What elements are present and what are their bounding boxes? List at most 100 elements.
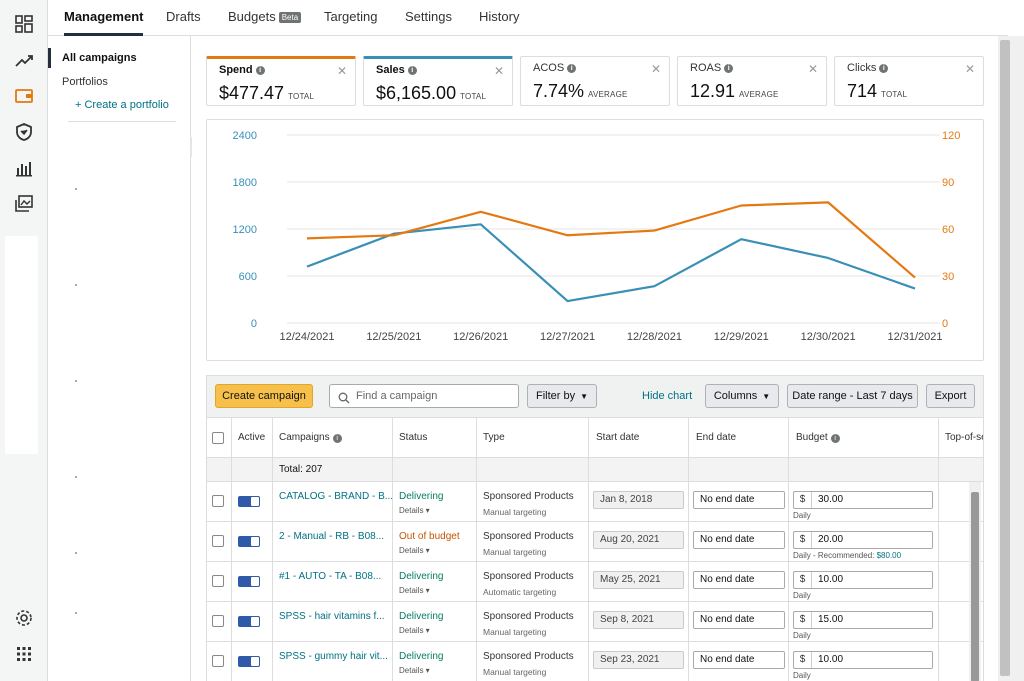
col-campaigns[interactable]: Campaigns i xyxy=(279,432,342,443)
page-scrollbar-thumb[interactable] xyxy=(1000,40,1010,676)
col-start-date[interactable]: Start date xyxy=(596,432,640,443)
y-right-tick-label: 60 xyxy=(942,224,954,236)
close-icon[interactable]: ✕ xyxy=(650,62,661,76)
col-top-of-search[interactable]: Top-of-se xyxy=(945,432,984,443)
close-icon[interactable]: ✕ xyxy=(807,62,818,76)
dashboard-icon[interactable] xyxy=(12,12,36,36)
col-type[interactable]: Type xyxy=(483,432,505,443)
metric-card-acos[interactable]: ACOS i ✕ 7.74% AVERAGE xyxy=(520,56,670,106)
row-checkbox[interactable] xyxy=(212,615,224,627)
wallet-icon[interactable] xyxy=(12,84,36,108)
campaign-name-link[interactable]: SPSS - hair vitamins f... xyxy=(279,611,385,622)
columns-button[interactable]: Columns ▼ xyxy=(705,384,779,408)
col-end-date[interactable]: End date xyxy=(696,432,737,443)
info-icon[interactable]: i xyxy=(830,434,840,443)
metric-label: ACOS i xyxy=(533,62,577,74)
create-campaign-button[interactable]: Create campaign xyxy=(215,384,313,408)
export-button[interactable]: Export xyxy=(926,384,975,408)
page-scrollbar[interactable] xyxy=(998,36,1024,681)
metric-card-sales[interactable]: Sales i ✕ $6,165.00 TOTAL xyxy=(363,56,513,106)
budget-input[interactable]: $10.00 xyxy=(793,651,933,669)
table-scrollbar-thumb[interactable] xyxy=(971,492,979,681)
nav-all-campaigns[interactable]: All campaigns xyxy=(62,52,137,64)
image-gallery-icon[interactable] xyxy=(12,192,36,216)
tab-targeting[interactable]: Targeting xyxy=(324,0,377,36)
metric-card-roas[interactable]: ROAS i ✕ 12.91 AVERAGE xyxy=(677,56,827,106)
end-date-field[interactable]: No end date xyxy=(693,491,785,509)
date-range-button[interactable]: Date range - Last 7 days xyxy=(787,384,918,408)
details-dropdown[interactable]: Details ▾ xyxy=(399,546,430,555)
budget-input[interactable]: $30.00 xyxy=(793,491,933,509)
apps-grid-icon[interactable] xyxy=(12,642,36,666)
x-tick-label: 12/28/2021 xyxy=(627,331,682,343)
info-icon[interactable]: i xyxy=(407,65,417,75)
end-date-field[interactable]: No end date xyxy=(693,531,785,549)
col-budget[interactable]: Budget i xyxy=(796,432,840,443)
end-date-field[interactable]: No end date xyxy=(693,571,785,589)
row-checkbox[interactable] xyxy=(212,495,224,507)
tab-label: Management xyxy=(64,9,144,24)
info-icon[interactable]: i xyxy=(724,63,734,73)
col-status[interactable]: Status xyxy=(399,432,428,443)
tab-settings[interactable]: Settings xyxy=(405,0,452,36)
row-checkbox[interactable] xyxy=(212,535,224,547)
column-divider xyxy=(392,418,393,681)
budget-note: Daily xyxy=(793,631,811,640)
metric-card-spend[interactable]: Spend i ✕ $477.47 TOTAL xyxy=(206,56,356,106)
close-icon[interactable]: ✕ xyxy=(336,64,347,78)
settings-icon[interactable] xyxy=(12,606,36,630)
search-input[interactable]: Find a campaign xyxy=(329,384,519,408)
info-icon[interactable]: i xyxy=(255,65,265,75)
metric-value: $6,165.00 TOTAL xyxy=(376,83,487,103)
start-date-field: Sep 23, 2021 xyxy=(593,651,684,669)
x-tick-label: 12/29/2021 xyxy=(714,331,769,343)
tab-label: Drafts xyxy=(166,9,201,24)
info-icon[interactable]: i xyxy=(567,63,577,73)
campaign-name-link[interactable]: #1 - AUTO - TA - B08... xyxy=(279,571,382,582)
close-icon[interactable]: ✕ xyxy=(964,62,975,76)
end-date-field[interactable]: No end date xyxy=(693,611,785,629)
budget-input[interactable]: $20.00 xyxy=(793,531,933,549)
tab-drafts[interactable]: Drafts xyxy=(166,0,201,36)
active-toggle[interactable] xyxy=(238,536,260,547)
info-icon[interactable]: i xyxy=(879,63,889,73)
row-checkbox[interactable] xyxy=(212,575,224,587)
trend-chart-icon[interactable] xyxy=(12,48,36,72)
active-toggle[interactable] xyxy=(238,496,260,507)
budget-input[interactable]: $15.00 xyxy=(793,611,933,629)
nav-dot xyxy=(75,476,77,478)
budget-value: 10.00 xyxy=(818,654,844,665)
start-date-field: Sep 8, 2021 xyxy=(593,611,684,629)
active-toggle[interactable] xyxy=(238,616,260,627)
hide-chart-link[interactable]: Hide chart xyxy=(642,390,693,402)
metric-card-clicks[interactable]: Clicks i ✕ 714 TOTAL xyxy=(834,56,984,106)
campaign-name-link[interactable]: 2 - Manual - RB - B08... xyxy=(279,531,385,542)
end-date-field[interactable]: No end date xyxy=(693,651,785,669)
active-toggle[interactable] xyxy=(238,656,260,667)
bar-chart-icon[interactable] xyxy=(12,156,36,180)
tab-budgets[interactable]: Budgets Beta xyxy=(228,0,302,36)
budget-note: Daily xyxy=(793,591,811,600)
shield-icon[interactable] xyxy=(12,120,36,144)
create-portfolio-link[interactable]: + Create a portfolio xyxy=(75,99,169,111)
status-text: Delivering xyxy=(399,611,444,622)
tab-history[interactable]: History xyxy=(479,0,519,36)
details-dropdown[interactable]: Details ▾ xyxy=(399,626,430,635)
nav-portfolios[interactable]: Portfolios xyxy=(62,76,108,88)
table-scrollbar[interactable] xyxy=(969,482,981,681)
close-icon[interactable]: ✕ xyxy=(493,64,504,78)
active-toggle[interactable] xyxy=(238,576,260,587)
campaign-name-link[interactable]: CATALOG - BRAND - B... xyxy=(279,491,394,502)
col-active[interactable]: Active xyxy=(238,432,266,443)
details-dropdown[interactable]: Details ▾ xyxy=(399,586,430,595)
details-dropdown[interactable]: Details ▾ xyxy=(399,506,430,515)
budget-input[interactable]: $10.00 xyxy=(793,571,933,589)
filter-by-button[interactable]: Filter by ▼ xyxy=(527,384,597,408)
row-checkbox[interactable] xyxy=(212,655,224,667)
tab-management[interactable]: Management xyxy=(64,0,144,36)
recommended-budget-link[interactable]: $80.00 xyxy=(876,551,902,560)
campaign-name-link[interactable]: SPSS - gummy hair vit... xyxy=(279,651,388,662)
info-icon[interactable]: i xyxy=(332,434,342,443)
select-all-checkbox[interactable] xyxy=(212,432,224,444)
details-dropdown[interactable]: Details ▾ xyxy=(399,666,430,675)
